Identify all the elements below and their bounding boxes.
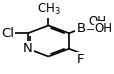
Text: OH: OH [94,22,112,35]
Text: N: N [23,42,32,55]
Text: OH: OH [88,15,105,28]
Text: Cl: Cl [1,27,14,40]
Text: B: B [76,22,85,35]
Text: F: F [76,53,83,66]
Text: CH$_3$: CH$_3$ [36,2,60,17]
